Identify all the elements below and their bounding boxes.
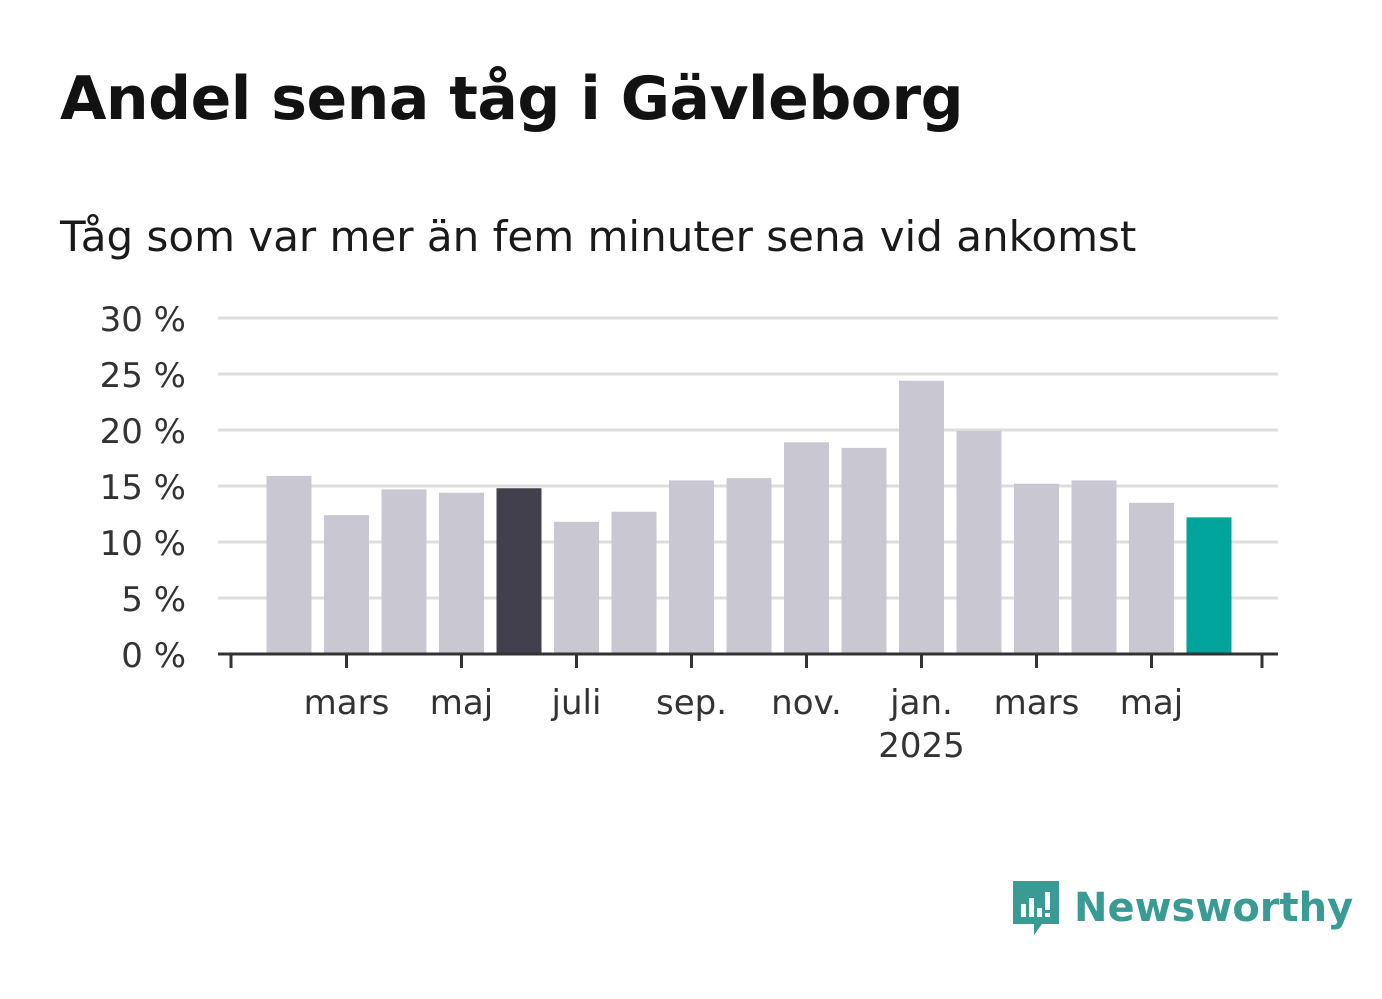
y-tick-label: 10 % xyxy=(100,524,186,564)
bar xyxy=(324,515,369,654)
x-axis xyxy=(218,652,1278,668)
logo-text: Newsworthy xyxy=(1074,885,1354,931)
x-tick-year-label: 2025 xyxy=(878,726,965,766)
bar xyxy=(266,475,312,654)
bar xyxy=(439,492,484,654)
chart-subtitle: Tåg som var mer än fem minuter sena vid … xyxy=(60,212,1137,261)
y-tick-label: 15 % xyxy=(100,468,186,508)
y-tick-label: 30 % xyxy=(100,300,186,340)
x-tick-label: maj xyxy=(430,683,493,723)
bar xyxy=(1071,480,1117,654)
x-tick-label: juli xyxy=(551,683,602,723)
x-tick-label: sep. xyxy=(656,683,727,723)
x-tick-label: mars xyxy=(994,683,1080,723)
y-tick-label: 0 % xyxy=(121,636,186,676)
x-tick-label: nov. xyxy=(771,683,842,723)
bar xyxy=(841,447,887,654)
newsworthy-logo-icon xyxy=(1013,881,1059,935)
bar xyxy=(784,442,829,654)
y-tick-label: 20 % xyxy=(100,412,186,452)
bars xyxy=(266,380,1232,654)
y-axis-labels: 0 % 5 % 10 % 15 % 20 % 25 % 30 % xyxy=(100,300,186,676)
bar xyxy=(899,380,944,654)
bar xyxy=(381,489,427,654)
x-tick-label: maj xyxy=(1120,683,1183,723)
newsworthy-logo: Newsworthy xyxy=(1010,878,1353,938)
bar xyxy=(1014,483,1059,654)
bar xyxy=(1186,517,1232,654)
y-tick-label: 25 % xyxy=(100,356,186,396)
bar xyxy=(956,431,1002,654)
x-tick-label: jan. xyxy=(889,683,953,723)
bar xyxy=(669,480,714,654)
bar xyxy=(496,488,542,654)
y-tick-label: 5 % xyxy=(121,580,186,620)
x-tick-label: mars xyxy=(304,683,390,723)
bar xyxy=(554,521,599,654)
bar xyxy=(726,478,772,654)
chart-title: Andel sena tåg i Gävleborg xyxy=(60,64,964,134)
bar xyxy=(611,511,657,654)
bar xyxy=(1129,502,1174,654)
